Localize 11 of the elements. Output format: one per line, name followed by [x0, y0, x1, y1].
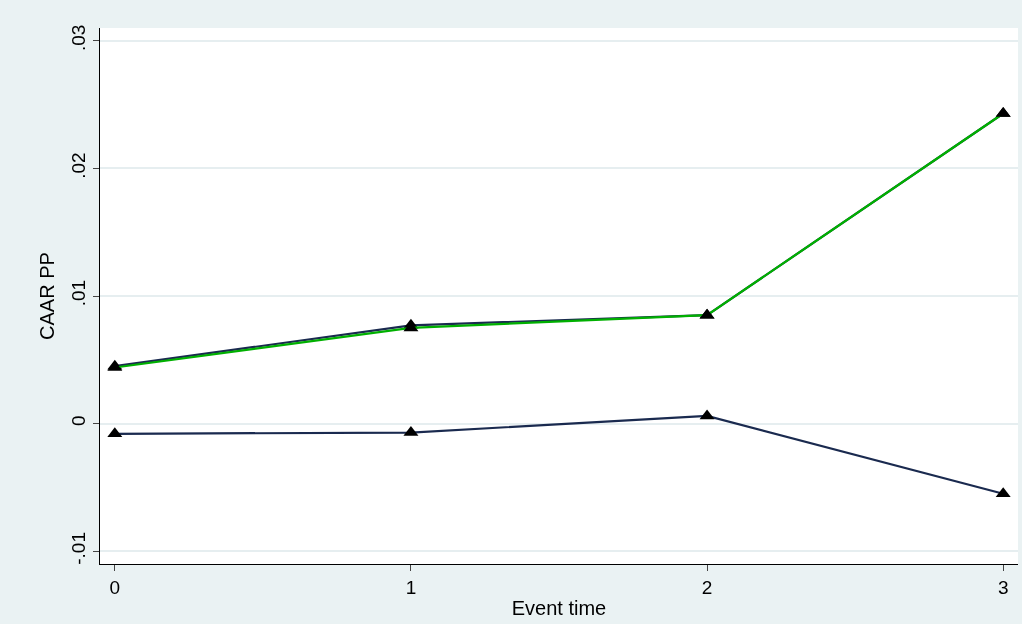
y-tick-label: .02: [68, 152, 90, 179]
x-tick-label: 1: [405, 576, 417, 598]
y-tick-label: .01: [68, 279, 90, 307]
x-tick-label: 2: [701, 576, 713, 598]
y-tick-label: 0: [68, 415, 90, 427]
x-tick-label: 0: [109, 576, 121, 598]
x-tick-label: 3: [997, 576, 1009, 598]
x-axis-title: Event time: [511, 597, 607, 620]
y-tick-label: -.01: [68, 532, 90, 565]
y-tick-label: .03: [68, 24, 90, 52]
y-axis-title: CAAR PP: [35, 252, 58, 340]
